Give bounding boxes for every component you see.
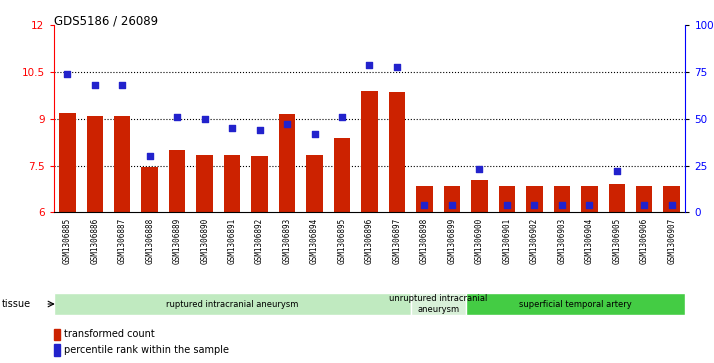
Point bbox=[363, 62, 376, 68]
Text: GSM1306894: GSM1306894 bbox=[310, 218, 319, 264]
Bar bbox=[663, 186, 680, 212]
Text: GSM1306891: GSM1306891 bbox=[228, 218, 236, 264]
Bar bbox=[333, 138, 351, 212]
Bar bbox=[553, 186, 570, 212]
Text: tissue: tissue bbox=[1, 299, 31, 309]
Text: GSM1306885: GSM1306885 bbox=[63, 218, 72, 264]
Text: GSM1306905: GSM1306905 bbox=[613, 218, 621, 264]
Text: GSM1306900: GSM1306900 bbox=[475, 218, 484, 264]
Bar bbox=[443, 186, 460, 212]
Text: GSM1306903: GSM1306903 bbox=[558, 218, 566, 264]
Text: GSM1306896: GSM1306896 bbox=[365, 218, 374, 264]
Bar bbox=[526, 186, 543, 212]
Text: GSM1306890: GSM1306890 bbox=[200, 218, 209, 264]
Bar bbox=[114, 116, 131, 212]
Point bbox=[473, 167, 485, 172]
Bar bbox=[196, 155, 213, 212]
Text: GSM1306899: GSM1306899 bbox=[448, 218, 456, 264]
Text: GSM1306906: GSM1306906 bbox=[640, 218, 649, 264]
Point bbox=[61, 71, 73, 77]
Text: GSM1306892: GSM1306892 bbox=[255, 218, 264, 264]
Bar bbox=[169, 150, 186, 212]
Point bbox=[583, 202, 595, 208]
Text: transformed count: transformed count bbox=[64, 329, 154, 339]
Point bbox=[446, 202, 458, 208]
Bar bbox=[411, 293, 466, 315]
Text: GSM1306904: GSM1306904 bbox=[585, 218, 594, 264]
Point bbox=[391, 64, 403, 69]
Point bbox=[309, 131, 321, 137]
Bar bbox=[251, 156, 268, 212]
Point bbox=[144, 154, 156, 159]
Point bbox=[418, 202, 430, 208]
Text: GSM1306888: GSM1306888 bbox=[145, 218, 154, 264]
Text: GSM1306886: GSM1306886 bbox=[90, 218, 99, 264]
Bar bbox=[54, 293, 411, 315]
Text: GSM1306887: GSM1306887 bbox=[118, 218, 126, 264]
Point bbox=[528, 202, 540, 208]
Point bbox=[501, 202, 513, 208]
Text: GSM1306893: GSM1306893 bbox=[283, 218, 291, 264]
Text: percentile rank within the sample: percentile rank within the sample bbox=[64, 345, 228, 355]
Point bbox=[89, 82, 101, 88]
Text: GSM1306907: GSM1306907 bbox=[667, 218, 676, 264]
Text: GSM1306895: GSM1306895 bbox=[338, 218, 346, 264]
Bar bbox=[279, 114, 296, 212]
Bar bbox=[608, 184, 625, 212]
Point bbox=[666, 202, 678, 208]
Bar bbox=[471, 180, 488, 212]
Text: GSM1306889: GSM1306889 bbox=[173, 218, 181, 264]
Bar bbox=[416, 186, 433, 212]
Text: superficial temporal artery: superficial temporal artery bbox=[519, 299, 632, 309]
Point bbox=[638, 202, 650, 208]
Text: GSM1306897: GSM1306897 bbox=[393, 218, 401, 264]
Bar bbox=[224, 155, 241, 212]
Point bbox=[116, 82, 128, 88]
Bar bbox=[141, 167, 158, 212]
Bar bbox=[86, 116, 103, 212]
Point bbox=[336, 114, 348, 120]
Point bbox=[281, 122, 293, 127]
Text: ruptured intracranial aneurysm: ruptured intracranial aneurysm bbox=[166, 299, 298, 309]
Point bbox=[199, 116, 211, 122]
Bar bbox=[466, 293, 685, 315]
Bar bbox=[361, 91, 378, 212]
Text: GSM1306898: GSM1306898 bbox=[420, 218, 429, 264]
Bar bbox=[388, 93, 406, 212]
Text: GDS5186 / 26089: GDS5186 / 26089 bbox=[54, 15, 158, 28]
Bar bbox=[636, 186, 653, 212]
Point bbox=[171, 114, 183, 120]
Point bbox=[226, 125, 238, 131]
Bar bbox=[498, 186, 515, 212]
Bar bbox=[581, 186, 598, 212]
Point bbox=[556, 202, 568, 208]
Point bbox=[611, 168, 623, 174]
Bar bbox=[59, 113, 76, 212]
Text: GSM1306902: GSM1306902 bbox=[530, 218, 539, 264]
Bar bbox=[306, 155, 323, 212]
Text: unruptured intracranial
aneurysm: unruptured intracranial aneurysm bbox=[389, 294, 488, 314]
Text: GSM1306901: GSM1306901 bbox=[503, 218, 511, 264]
Point bbox=[254, 127, 266, 133]
